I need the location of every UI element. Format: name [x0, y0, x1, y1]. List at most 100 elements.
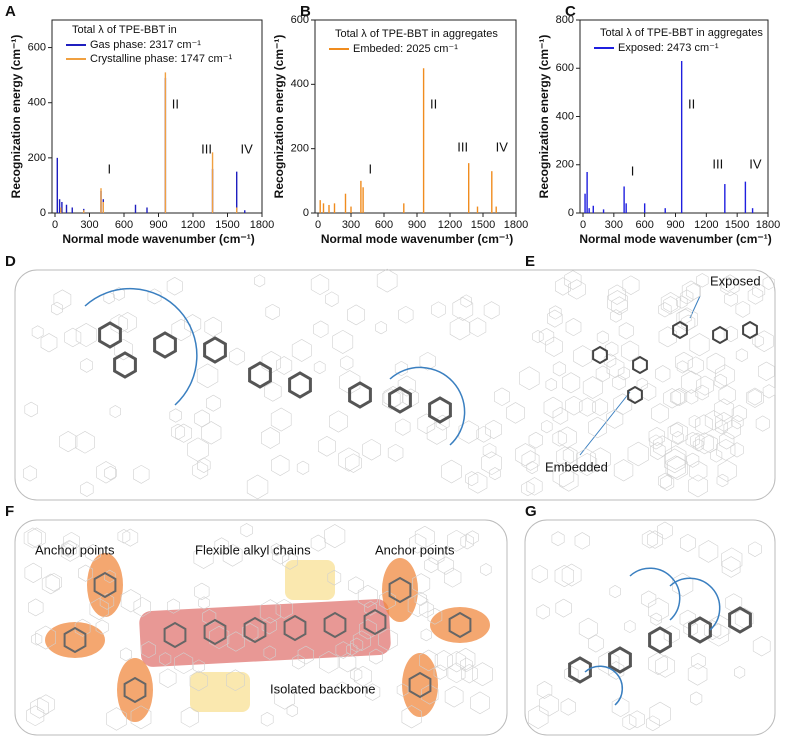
- ring: [260, 712, 274, 727]
- bar: [680, 61, 683, 214]
- legend-label: Gas phase: 2317 cm⁻¹: [90, 39, 201, 51]
- peak-annotation: III: [712, 156, 723, 171]
- bar: [751, 208, 754, 213]
- ring: [538, 328, 555, 346]
- ring: [428, 546, 445, 565]
- ring: [420, 628, 432, 642]
- ring: [713, 398, 734, 422]
- ring: [106, 707, 127, 731]
- ring: [565, 318, 582, 337]
- ring: [441, 459, 462, 484]
- ring: [350, 637, 364, 653]
- bar: [664, 208, 666, 213]
- ring: [660, 474, 675, 492]
- peak-annotation: IV: [496, 139, 509, 154]
- ring: [689, 333, 710, 357]
- ring: [716, 473, 729, 488]
- ring: [378, 590, 396, 610]
- ring: [263, 645, 276, 660]
- ring: [688, 474, 708, 498]
- ring: [610, 309, 622, 323]
- ring: [318, 651, 339, 674]
- annotation: Embedded: [545, 459, 608, 474]
- ring: [564, 270, 582, 290]
- plot-frame: [314, 19, 517, 214]
- ring: [481, 451, 502, 476]
- ring: [667, 456, 689, 481]
- ring: [167, 598, 180, 614]
- ring: [80, 481, 94, 497]
- legend-title: Total λ of TPE-BBT in: [72, 24, 177, 36]
- ring: [648, 427, 666, 446]
- bar: [403, 203, 405, 213]
- ring: [452, 297, 474, 321]
- ring: [632, 355, 648, 375]
- pointer: [579, 391, 631, 456]
- ring: [757, 361, 775, 381]
- ring: [74, 618, 91, 637]
- rotation-arrow: [389, 366, 466, 446]
- ring: [419, 351, 436, 371]
- ring: [229, 347, 245, 366]
- ring: [595, 365, 610, 382]
- ring: [23, 527, 43, 549]
- panel-label: A: [5, 3, 16, 20]
- ring: [347, 304, 366, 326]
- ring: [650, 612, 662, 626]
- y-tick-label: 800: [556, 14, 574, 26]
- x-tick-label: 300: [342, 219, 360, 231]
- ring: [655, 365, 671, 383]
- rotation-arrow: [584, 665, 624, 706]
- ring: [433, 664, 447, 680]
- ring: [196, 363, 219, 389]
- ring: [260, 427, 280, 449]
- ring: [641, 590, 657, 608]
- ring: [427, 607, 443, 625]
- ring: [607, 290, 628, 314]
- ring: [688, 616, 712, 644]
- ring: [531, 564, 548, 584]
- ring: [364, 683, 381, 701]
- ring: [259, 599, 281, 624]
- bar: [65, 204, 68, 213]
- ring: [578, 617, 598, 640]
- ring: [45, 572, 63, 592]
- ring: [62, 542, 74, 556]
- ring: [364, 600, 378, 616]
- ring: [22, 465, 38, 482]
- ring: [663, 296, 678, 313]
- peak-annotation: II: [172, 96, 179, 111]
- ring: [670, 388, 685, 406]
- ring: [695, 432, 715, 455]
- x-tick-label: 0: [580, 219, 586, 231]
- ring: [667, 421, 689, 445]
- ring: [624, 619, 636, 634]
- ring: [489, 467, 501, 481]
- x-tick-label: 1200: [694, 219, 718, 231]
- ring: [539, 693, 559, 717]
- ring: [141, 641, 156, 659]
- ring: [641, 530, 658, 549]
- panel-label: F: [5, 503, 14, 520]
- ring: [192, 461, 209, 480]
- ring: [40, 333, 58, 353]
- x-tick-label: 900: [408, 219, 426, 231]
- ring: [681, 280, 701, 302]
- ring: [449, 316, 471, 341]
- ring: [549, 305, 562, 320]
- ring: [37, 694, 55, 715]
- ring: [31, 325, 44, 339]
- y-tick-label: 400: [556, 110, 574, 122]
- rotation-arrow: [629, 567, 681, 621]
- ring: [123, 676, 147, 704]
- ring: [735, 300, 751, 318]
- ring: [543, 396, 563, 419]
- ring: [27, 527, 46, 549]
- ring: [408, 533, 427, 554]
- ring: [274, 685, 296, 710]
- ring: [671, 388, 688, 406]
- ring: [718, 385, 736, 405]
- x-tick-label: 0: [315, 219, 321, 231]
- chart: B 0 200 400 600 0 300 600 900 1200 1500 1800Normal …: [272, 3, 528, 246]
- ring: [545, 378, 557, 392]
